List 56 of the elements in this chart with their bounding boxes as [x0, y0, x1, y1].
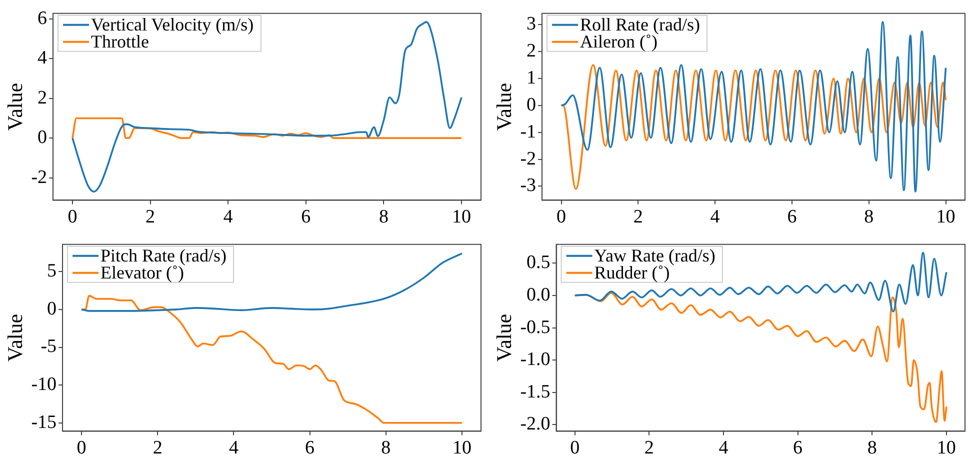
y-tick-label: 6 [38, 8, 48, 29]
x-tick-label: 8 [867, 438, 877, 459]
x-tick-label: 2 [152, 438, 162, 459]
x-tick-label: 2 [146, 206, 156, 228]
x-tick-label: 10 [452, 206, 472, 228]
legend-label: Roll Rate (rad/s) [580, 14, 700, 35]
x-tick-label: 10 [936, 438, 956, 459]
y-axis-title: Value [492, 82, 516, 131]
x-tick-label: 8 [864, 206, 874, 228]
y-tick-label: 1 [526, 68, 536, 89]
y-tick-label: 0 [47, 298, 57, 320]
y-tick-label: 0.0 [526, 284, 550, 306]
x-tick-label: 4 [223, 206, 234, 228]
y-tick-label: 3 [526, 14, 536, 35]
y-tick-label: -2 [31, 166, 48, 188]
x-tick-label: 6 [787, 206, 797, 228]
x-tick-label: 8 [378, 206, 388, 228]
x-tick-label: 2 [644, 438, 654, 459]
legend-label: Pitch Rate (rad/s) [100, 246, 226, 266]
x-tick-label: 0 [76, 438, 86, 459]
x-tick-label: 6 [305, 438, 315, 459]
y-axis-title: Value [492, 314, 516, 362]
x-tick-label: 10 [936, 206, 956, 228]
y-tick-label: -1.5 [520, 381, 550, 402]
y-tick-label: 0 [38, 127, 48, 148]
y-tick-label: 2 [526, 40, 536, 62]
y-tick-label: 0.5 [526, 252, 550, 274]
x-tick-label: 0 [68, 206, 78, 228]
x-tick-label: 6 [301, 206, 311, 228]
y-tick-label: -5 [40, 336, 57, 358]
x-tick-label: 2 [633, 206, 643, 228]
y-axis-title: Value [3, 314, 28, 362]
y-tick-label: -10 [31, 374, 57, 396]
x-tick-label: 0 [556, 206, 566, 228]
y-tick-label: -1 [520, 121, 536, 142]
x-tick-label: 4 [718, 438, 729, 459]
line-series [80, 294, 463, 424]
y-tick-label: 5 [47, 260, 57, 282]
y-axis-title: Value [3, 82, 28, 131]
x-tick-label: 6 [793, 438, 803, 459]
line-series [560, 64, 947, 190]
x-tick-label: 4 [228, 438, 239, 459]
y-tick-label: -2.0 [520, 414, 550, 435]
line-series [72, 117, 462, 139]
y-tick-label: -0.5 [520, 316, 550, 338]
x-tick-label: 4 [710, 206, 720, 228]
y-tick-label: 0 [526, 94, 536, 116]
x-tick-label: 0 [570, 438, 580, 459]
x-tick-label: 8 [381, 438, 391, 459]
x-tick-label: 10 [452, 438, 472, 459]
y-tick-label: -15 [31, 412, 57, 433]
y-tick-label: 2 [38, 87, 48, 108]
y-tick-label: 4 [38, 48, 48, 69]
y-tick-label: -1.0 [520, 349, 550, 370]
y-tick-label: -2 [520, 148, 536, 170]
y-tick-label: -3 [520, 175, 536, 196]
